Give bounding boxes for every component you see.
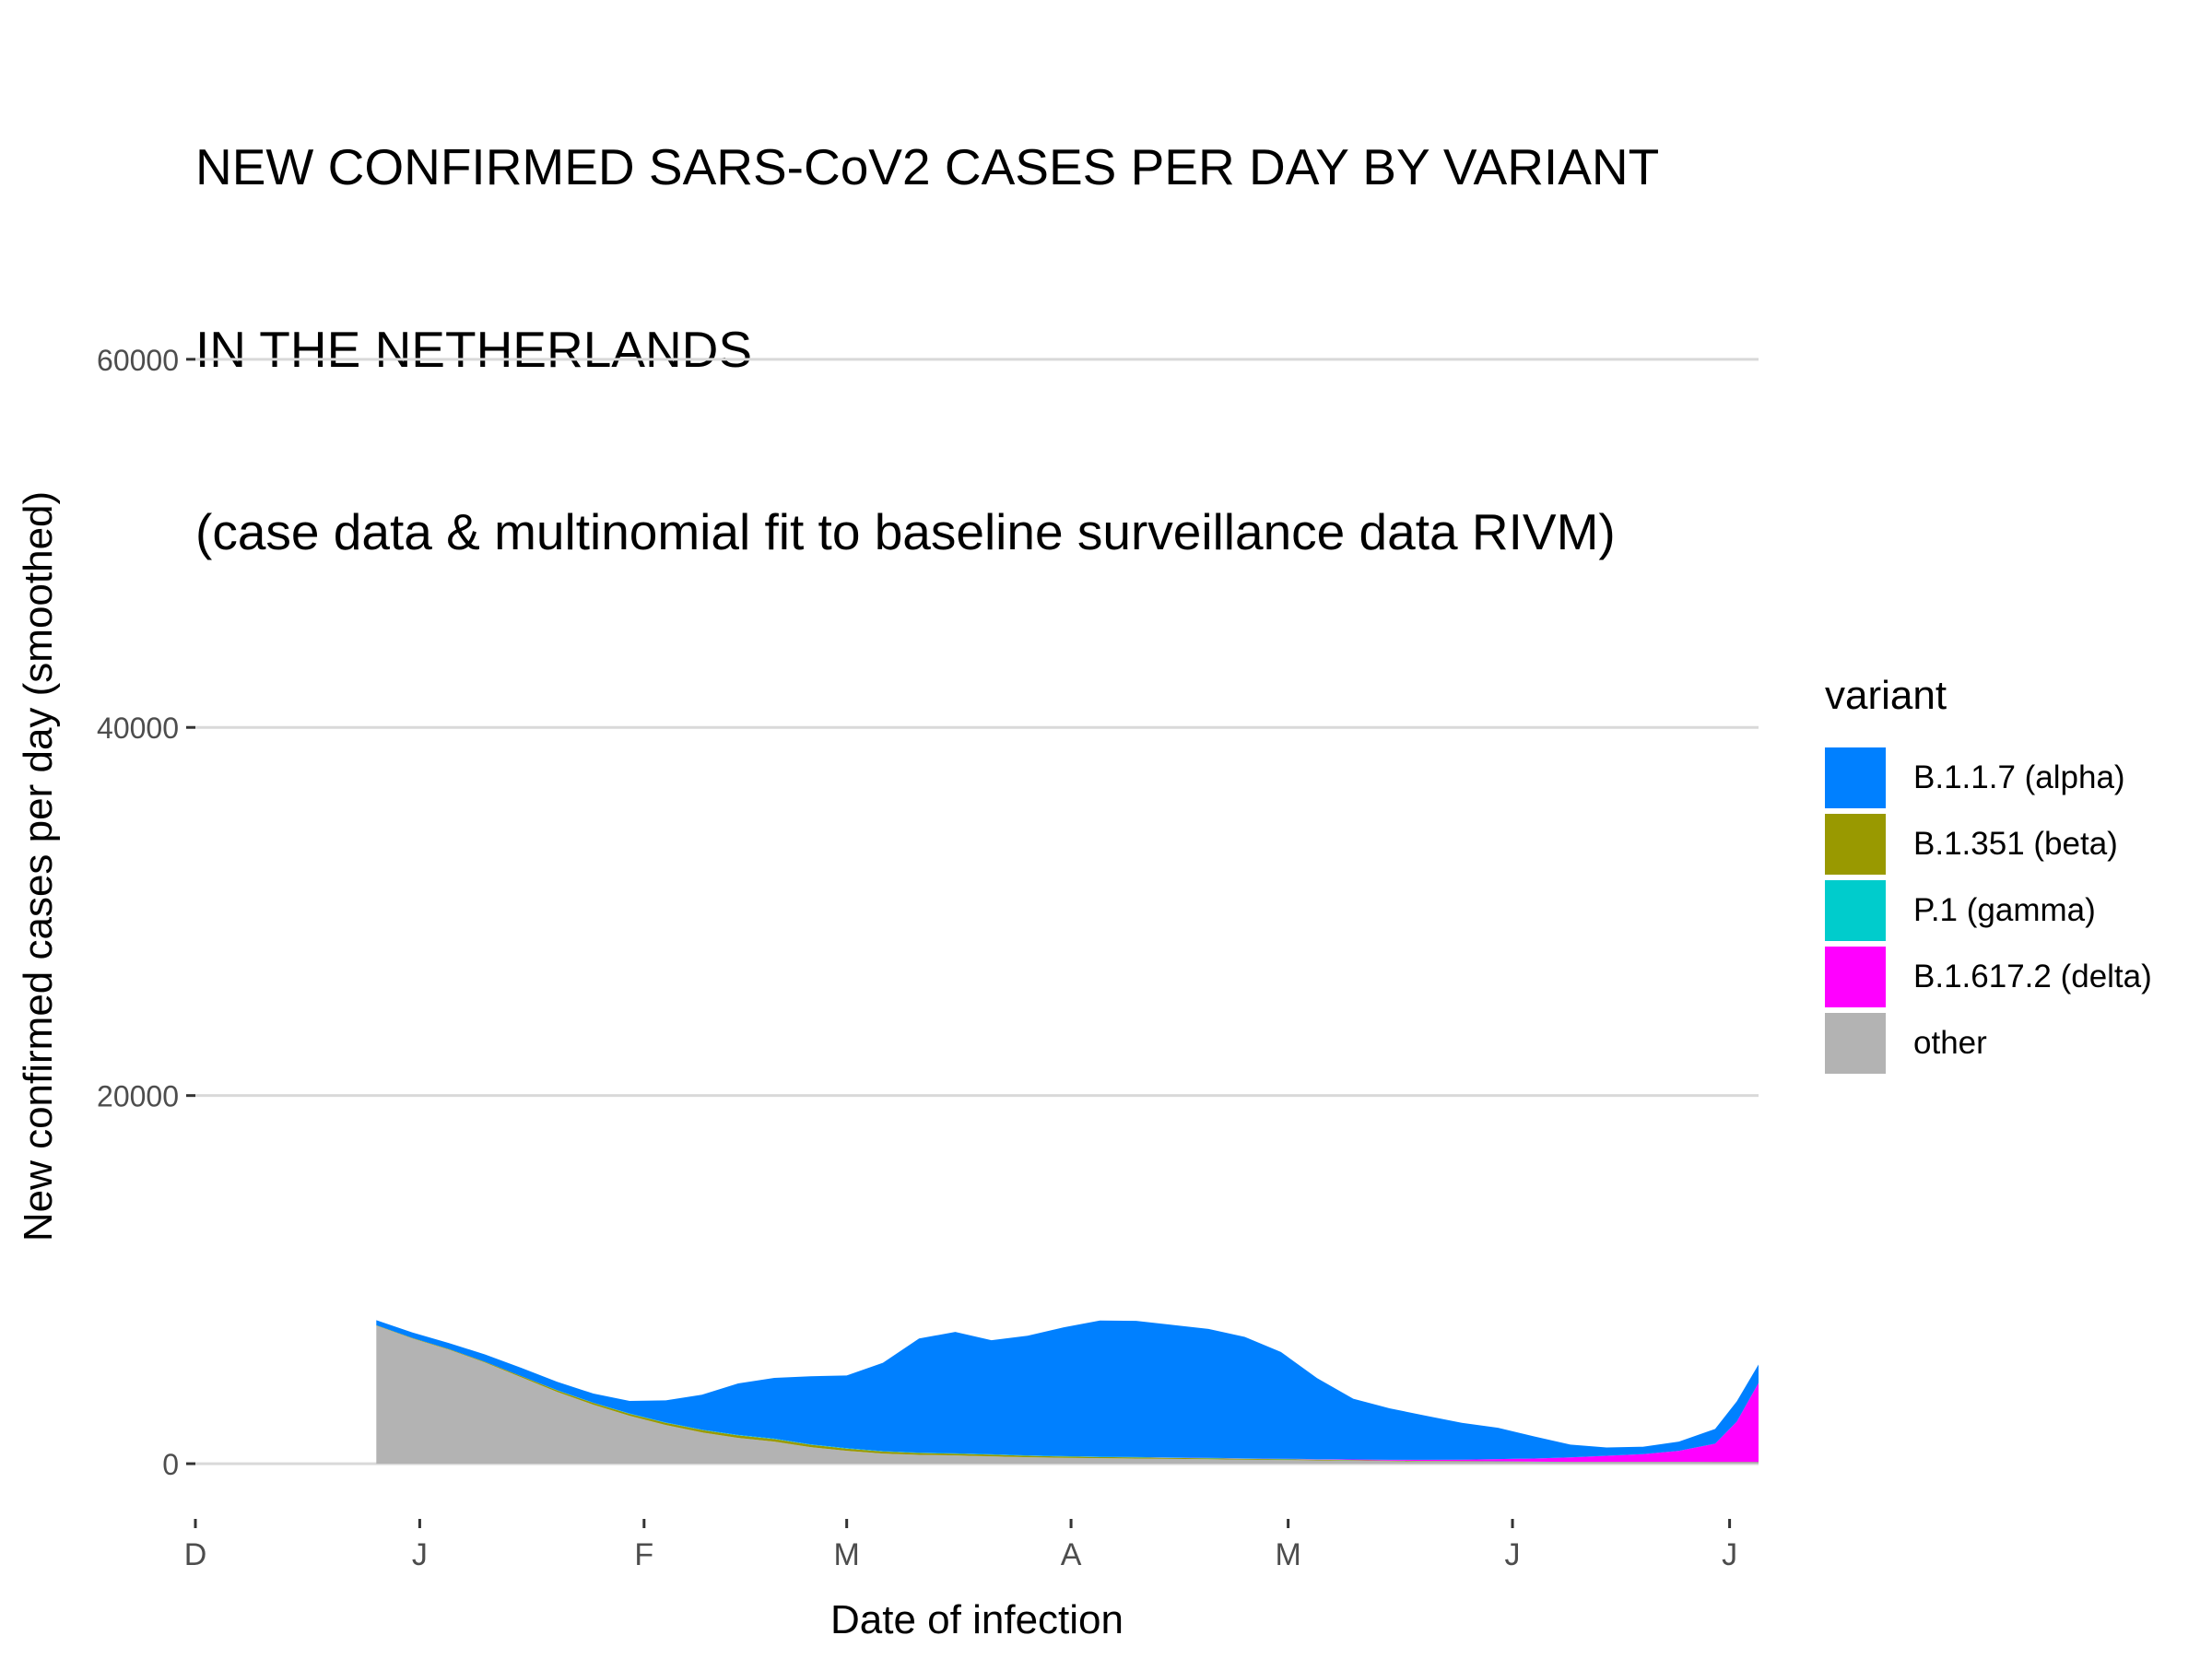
legend: B.1.1.7 (alpha) B.1.351 (beta) P.1 (gamm… [1825, 745, 2152, 1077]
legend-item-alpha: B.1.1.7 (alpha) [1825, 745, 2152, 811]
legend-label-other: other [1913, 1025, 1987, 1061]
legend-item-beta: B.1.351 (beta) [1825, 811, 2152, 877]
legend-label-alpha: B.1.1.7 (alpha) [1913, 759, 2125, 795]
legend-key-gamma [1825, 880, 1886, 941]
y-tick-label-20000: 20000 [97, 1080, 179, 1113]
title-line-2: IN THE NETHERLANDS [195, 321, 753, 378]
title-line-3: (case data & multinomial fit to baseline… [195, 503, 1616, 560]
x-tick-label-7: J [1722, 1537, 1737, 1572]
legend-item-gamma: P.1 (gamma) [1825, 877, 2152, 944]
legend-title: variant [1825, 673, 1947, 718]
x-tick-label-0: D [184, 1537, 207, 1572]
x-tick-label-4: A [1061, 1537, 1082, 1572]
x-tick-label-5: M [1275, 1537, 1300, 1572]
area-other [376, 1325, 1759, 1465]
legend-key-delta [1825, 947, 1886, 1007]
legend-label-beta: B.1.351 (beta) [1913, 826, 2118, 862]
legend-key-alpha [1825, 747, 1886, 808]
title-line-1: NEW CONFIRMED SARS-CoV2 CASES PER DAY BY… [195, 138, 1660, 195]
y-tick-label-60000: 60000 [97, 344, 179, 377]
x-tick-label-1: J [412, 1537, 428, 1572]
legend-key-beta [1825, 814, 1886, 875]
y-tick-label-40000: 40000 [97, 712, 179, 745]
legend-label-delta: B.1.617.2 (delta) [1913, 959, 2152, 994]
legend-label-gamma: P.1 (gamma) [1913, 892, 2096, 928]
x-axis-label: Date of infection [830, 1597, 1124, 1642]
legend-item-delta: B.1.617.2 (delta) [1825, 944, 2152, 1010]
x-tick-label-2: F [634, 1537, 653, 1572]
area-b-1-1-7-alpha [376, 1320, 1759, 1460]
y-tick-label-0: 0 [162, 1448, 179, 1481]
legend-key-other [1825, 1013, 1886, 1074]
legend-item-other: other [1825, 1010, 2152, 1077]
y-axis-label: New confirmed cases per day (smoothed) [16, 490, 61, 1242]
x-tick-label-6: J [1505, 1537, 1521, 1572]
chart-title: NEW CONFIRMED SARS-CoV2 CASES PER DAY BY… [195, 15, 1659, 623]
x-tick-label-3: M [834, 1537, 860, 1572]
